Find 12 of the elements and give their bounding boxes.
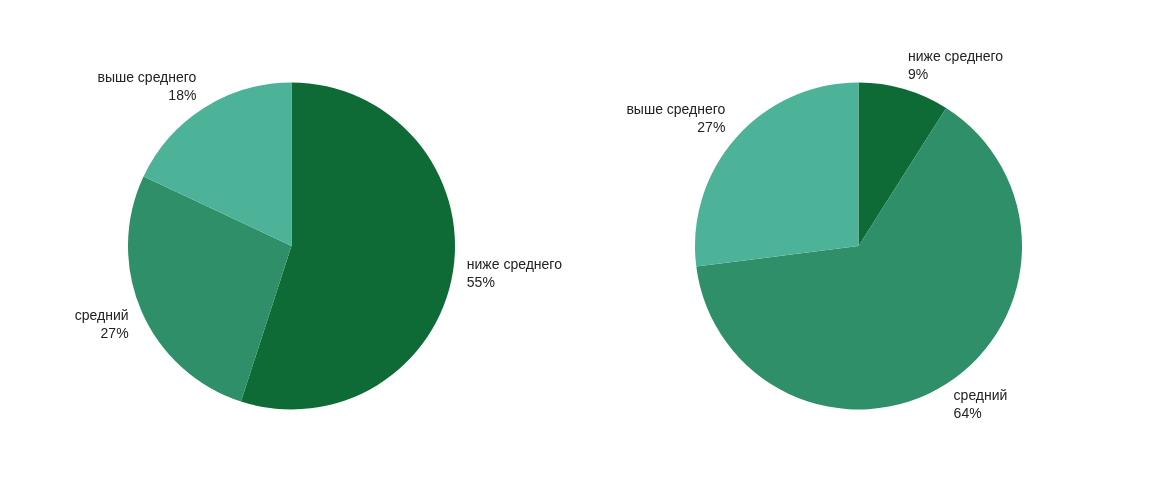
- slice-label: выше среднего: [97, 68, 197, 85]
- data-label: 9%: [908, 66, 929, 83]
- slice-label: ниже среднего: [908, 48, 1004, 65]
- data-label: 27%: [697, 119, 726, 136]
- slice-label: ниже среднего: [466, 255, 563, 272]
- data-label: 64%: [953, 404, 982, 421]
- slice-label: средний: [74, 307, 129, 324]
- data-label: 27%: [100, 325, 129, 342]
- slice-label: средний: [953, 386, 1008, 403]
- slice-label: выше среднего: [626, 101, 726, 118]
- data-label: 55%: [466, 273, 495, 290]
- data-label: 18%: [168, 86, 197, 103]
